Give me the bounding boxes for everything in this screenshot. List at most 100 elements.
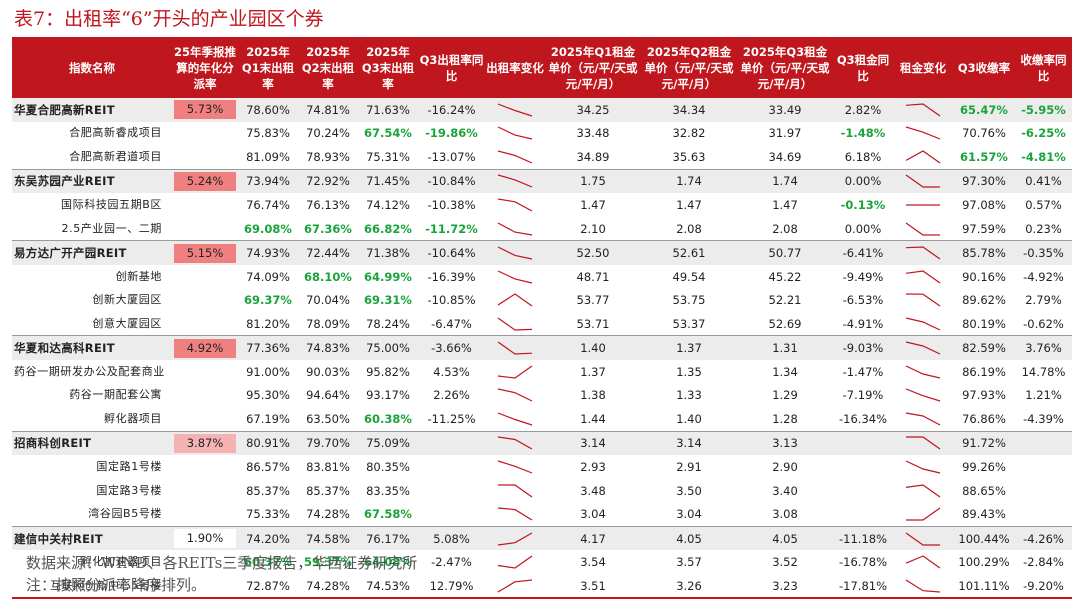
rent-trend-cell — [893, 573, 953, 600]
occupancy-trend-cell — [485, 122, 545, 146]
occupancy-sparkline-line — [497, 436, 533, 450]
occ-q1-value: 91.00% — [246, 364, 290, 379]
occ-q2-value: 90.03% — [306, 364, 350, 379]
occupancy-sparkline — [497, 412, 533, 426]
payout-rate-value: 5.73% — [174, 100, 236, 120]
rent-q1-value: 1.38 — [580, 388, 606, 403]
payout-rate-value: 5.15% — [174, 243, 236, 263]
occ-yoy-value — [418, 502, 485, 526]
coll-value: 76.86% — [962, 411, 1006, 426]
rent-q2-value: 35.63 — [672, 149, 706, 164]
rent-q2-value: 3.04 — [676, 507, 702, 522]
row-name: 合肥高新君道项目 — [69, 149, 162, 163]
occupancy-sparkline-line — [497, 126, 533, 140]
rent-q1-value: 3.14 — [545, 430, 641, 456]
occ-q1-value: 74.09% — [246, 269, 290, 284]
occ-q2-value: 74.81% — [298, 98, 358, 122]
payout-rate-cell — [172, 502, 238, 526]
rent-sparkline-line — [905, 293, 941, 307]
rent-yoy-value: 0.00% — [833, 168, 893, 194]
payout-rate-cell — [172, 407, 238, 431]
occ-q3-value: 64.99% — [364, 269, 412, 284]
coll-yoy-value: 2.79% — [1025, 293, 1062, 308]
project-row: 创意大厦园区 81.20% 78.09% 78.24% -6.47% 53.71 53.37… — [12, 312, 1072, 336]
project-row: 孵化加速器项目 60.37% 59.37% 64.08% -2.47% 3.54 3.57 3… — [12, 550, 1072, 574]
occupancy-trend-cell — [485, 312, 545, 336]
rent-q2-value: 1.74 — [641, 168, 737, 194]
occupancy-sparkline-line — [497, 555, 533, 569]
rent-sparkline — [905, 483, 941, 498]
rent-q3-value: 45.22 — [768, 269, 802, 284]
rent-trend-cell — [893, 360, 953, 384]
occ-q2-value: 76.13% — [306, 197, 350, 212]
occupancy-trend-cell — [485, 193, 545, 217]
payout-rate-cell: 5.73% — [172, 98, 238, 122]
rent-sparkline — [905, 246, 941, 260]
rent-q2-value: 2.08 — [676, 221, 702, 236]
occ-q3-value: 75.31% — [366, 149, 410, 164]
occ-yoy-value: 4.53% — [433, 364, 470, 379]
rent-sparkline — [905, 126, 941, 140]
rent-q3-value: 50.77 — [737, 240, 833, 265]
rent-q3-value: 31.97 — [768, 126, 802, 141]
row-name: 招商科创REIT — [12, 430, 172, 456]
occupancy-sparkline — [497, 246, 533, 260]
rent-q3-value: 3.52 — [772, 555, 798, 570]
occ-q1-value: 74.93% — [238, 240, 298, 265]
coll-value: 97.93% — [962, 388, 1006, 403]
payout-rate-cell: 1.90% — [172, 525, 238, 551]
rent-trend-cell — [893, 265, 953, 289]
rent-q2-value: 53.37 — [672, 316, 706, 331]
rent-sparkline-line — [906, 507, 941, 521]
rent-sparkline — [905, 365, 941, 379]
occ-yoy-value: -3.66% — [418, 335, 485, 361]
row-name: 合肥高新睿成项目 — [69, 126, 162, 140]
occupancy-sparkline — [497, 198, 533, 212]
rent-yoy-value: -1.48% — [840, 126, 886, 141]
occ-q1-value: 81.20% — [246, 316, 290, 331]
rent-yoy-value: -1.47% — [842, 364, 884, 379]
occ-q1-value: 95.30% — [246, 388, 290, 403]
rent-q1-value: 3.51 — [545, 573, 641, 600]
row-name: 国际科技园五期B区 — [61, 197, 162, 211]
occ-yoy-value: -6.47% — [431, 316, 472, 331]
row-name: 华夏和达高科REIT — [12, 335, 172, 361]
occ-q2-value: 74.28% — [298, 573, 358, 600]
row-name: 2.5产业园一、二期 — [61, 221, 162, 235]
rent-q2-value: 53.75 — [672, 293, 706, 308]
occ-q1-value: 86.57% — [246, 459, 290, 474]
rent-q2-value: 1.47 — [676, 197, 702, 212]
project-row: 孵化器项目 67.19% 63.50% 60.38% -11.25% 1.44 1.40 1.… — [12, 407, 1072, 431]
coll-yoy-value: 14.78% — [1021, 364, 1066, 379]
rent-q2-value: 4.05 — [641, 525, 737, 551]
coll-yoy-value: -9.20% — [1015, 573, 1072, 600]
header-occ-q3: 2025年Q3末出租率 — [358, 38, 418, 98]
rent-yoy-value: -17.81% — [833, 573, 893, 600]
rent-trend-cell — [893, 288, 953, 312]
rent-sparkline — [905, 222, 940, 236]
rent-q3-value: 1.28 — [772, 411, 798, 426]
rent-sparkline — [905, 388, 941, 402]
occ-yoy-value: -10.84% — [418, 168, 485, 194]
rent-q3-value: 1.29 — [772, 388, 798, 403]
rent-yoy-value — [833, 502, 893, 526]
project-row: 药谷一期配套公寓 95.30% 94.64% 93.17% 2.26% 1.38 1.33 1… — [12, 384, 1072, 408]
occ-yoy-value — [418, 455, 485, 479]
occ-q2-value: 78.93% — [306, 149, 350, 164]
occ-q1-value: 73.94% — [238, 168, 298, 194]
rent-sparkline-line — [905, 579, 941, 593]
occ-q1-value: 72.87% — [238, 573, 298, 600]
row-name: 孵化加速器项目 — [80, 555, 162, 569]
rent-q1-value: 34.25 — [545, 98, 641, 122]
rent-q2-value: 1.33 — [676, 388, 702, 403]
rent-sparkline-line — [905, 269, 941, 284]
row-name: 孵化器项目 — [104, 411, 162, 425]
row-name: 创新大厦园区 — [92, 293, 162, 307]
reit-group-row: 华夏合肥高新REIT 5.73% 78.60% 74.81% 71.63% -16.24%… — [12, 98, 1072, 122]
payout-rate-value: 5.24% — [174, 171, 236, 191]
occ-q1-value: 69.08% — [244, 221, 292, 236]
row-name: 建信中关村REIT — [12, 525, 172, 551]
rent-sparkline — [905, 103, 941, 117]
rent-sparkline — [905, 269, 941, 284]
header-occ-q1: 2025年Q1末出租率 — [238, 38, 298, 98]
